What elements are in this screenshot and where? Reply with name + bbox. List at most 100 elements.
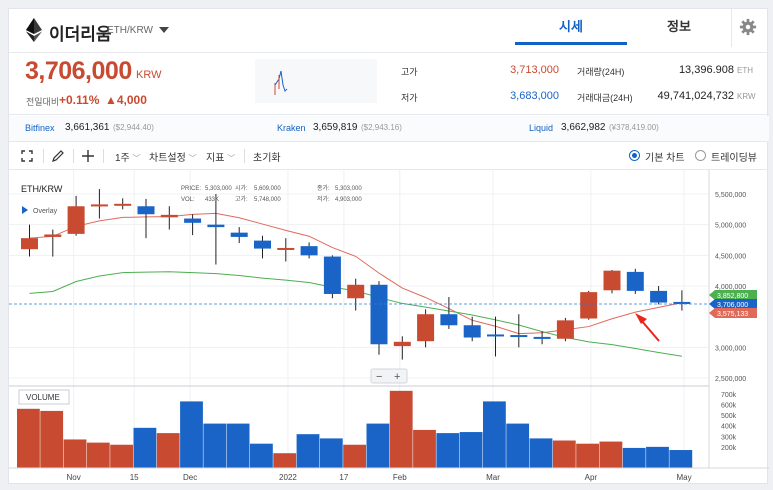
tradingview-radio[interactable] <box>695 150 706 161</box>
reset-button[interactable]: 초기화 <box>253 153 281 164</box>
ohlc-vol-val: 433K <box>205 197 219 203</box>
coin-header: 이더리움 ETH/KRW 시세 정보 <box>9 9 769 53</box>
candle-body <box>277 247 295 250</box>
chevron-down-icon[interactable] <box>159 27 169 33</box>
current-price-badge-text: 3,706,000 <box>717 302 748 309</box>
current-price-badge <box>709 299 757 309</box>
ohlc-high-key: 고가: <box>235 195 248 203</box>
candle-body <box>463 325 481 338</box>
candle-body <box>21 238 38 250</box>
chevron-down-icon: ﹀ <box>132 154 141 163</box>
volume-bar <box>110 444 133 468</box>
chart-settings-label: 차트설정 <box>149 153 186 164</box>
zoom-in-button[interactable]: + <box>394 371 400 383</box>
basic-chart-label[interactable]: 기본 차트 <box>645 153 685 164</box>
volume-bar <box>622 447 646 468</box>
basic-chart-radio[interactable] <box>629 150 640 161</box>
exchange-value: 3,662,982 <box>561 122 606 133</box>
period-label: 1주 <box>115 153 130 164</box>
volume-bar <box>296 434 320 468</box>
ohlc-close-val: 5,303,000 <box>335 186 362 192</box>
x-tick-label: Feb <box>393 473 407 482</box>
toolbar-divider <box>103 149 104 163</box>
toolbar-divider <box>244 149 245 163</box>
ohlc-price-val: 5,303,000 <box>205 186 232 192</box>
candle-body <box>44 234 62 237</box>
ohlc-open-val: 5,609,000 <box>254 186 281 192</box>
exchange-value: 3,659,819 <box>313 122 358 133</box>
candle-body <box>650 290 668 303</box>
volume-bar <box>552 440 576 468</box>
candle-body <box>370 284 388 345</box>
exchange-prices: Bitfinex 3,661,361 ($2,944.40) Kraken 3,… <box>9 116 769 142</box>
chart-canvas[interactable]: 5,500,000 5,000,000 4,500,000 4,000,000 3,00… <box>9 170 769 485</box>
candle-body <box>230 232 248 237</box>
tradingview-label[interactable]: 트레이딩뷰 <box>711 153 757 164</box>
y-tick-label: 5,500,000 <box>715 192 746 199</box>
ma-short-badge <box>709 308 757 318</box>
candle-body <box>254 240 271 249</box>
toolbar-divider <box>73 149 74 163</box>
candle-body <box>440 314 458 326</box>
candle-body <box>300 246 318 256</box>
current-price-unit: KRW <box>136 69 162 81</box>
ohlc-close-key: 종가: <box>317 184 330 192</box>
pencil-icon[interactable] <box>51 149 65 163</box>
ma-short-badge-text: 3,575,133 <box>717 311 748 318</box>
x-tick-label: 17 <box>339 473 348 482</box>
exchange-name[interactable]: Liquid <box>529 123 554 133</box>
volume-bar <box>599 441 623 468</box>
volume-bar <box>40 410 64 468</box>
low-value: 3,683,000 <box>510 90 559 102</box>
y-tick-label: 4,500,000 <box>715 253 746 260</box>
x-tick-label: Apr <box>585 473 598 482</box>
expand-triangle-icon[interactable] <box>22 206 28 214</box>
volume-tick-label: 400k <box>721 424 737 431</box>
overlay-label[interactable]: Overlay <box>33 208 58 215</box>
ethereum-icon <box>26 18 42 42</box>
tab-info[interactable]: 정보 <box>667 19 691 34</box>
volume-bar <box>17 408 40 468</box>
ohlc-open-key: 시가: <box>235 184 248 192</box>
header-divider <box>731 9 732 47</box>
volume-unit: ETH <box>737 66 753 75</box>
chart-symbol: ETH/KRW <box>21 184 63 194</box>
x-tick-label: Dec <box>183 473 197 482</box>
ohlc-price-key: PRICE: <box>181 186 201 192</box>
exchange-name[interactable]: Kraken <box>277 123 306 133</box>
low-label: 저가 <box>401 93 418 103</box>
y-tick-label: 4,000,000 <box>715 284 746 291</box>
period-select[interactable]: 1주 ﹀ <box>115 149 141 164</box>
coin-pair: ETH/KRW <box>107 25 153 36</box>
volume-bar <box>86 442 110 468</box>
exchange-usd: ($2,944.40) <box>113 123 154 132</box>
price-chart[interactable]: 5,500,000 5,000,000 4,500,000 4,000,000 3,00… <box>9 170 769 485</box>
volume-tick-label: 600k <box>721 403 737 410</box>
gear-icon[interactable] <box>739 18 757 36</box>
change-percent: +0.11% <box>59 93 100 107</box>
exchange-name[interactable]: Bitfinex <box>25 123 55 133</box>
indicators-menu[interactable]: 지표 ﹀ <box>206 149 235 164</box>
volume-bar <box>389 390 413 468</box>
candle-body <box>347 284 365 299</box>
crosshair-icon[interactable] <box>81 149 95 163</box>
candle-body <box>673 301 691 305</box>
amount-label: 거래대금(24H) <box>577 93 633 103</box>
tab-price[interactable]: 시세 <box>515 9 627 45</box>
toolbar-divider <box>43 149 44 163</box>
annotation-arrow-head <box>635 313 647 324</box>
volume-bar <box>576 443 599 468</box>
change-label: 전일대비 <box>26 97 60 107</box>
x-tick-label: 2022 <box>279 473 297 482</box>
zoom-out-button[interactable]: − <box>376 371 382 383</box>
candle-body <box>207 224 225 228</box>
fullscreen-icon[interactable] <box>21 150 33 162</box>
chevron-down-icon: ﹀ <box>188 154 197 163</box>
volume-bar <box>133 427 157 468</box>
volume-bar <box>413 429 436 468</box>
x-tick-label: May <box>676 473 691 482</box>
volume-bar <box>203 423 227 468</box>
ohlc-legend: PRICE: 5,303,000 시가: 5,609,000 종가: 5,303… <box>181 184 362 203</box>
chart-settings-menu[interactable]: 차트설정 ﹀ <box>149 149 197 164</box>
volume-label: 거래량(24H) <box>577 67 625 77</box>
